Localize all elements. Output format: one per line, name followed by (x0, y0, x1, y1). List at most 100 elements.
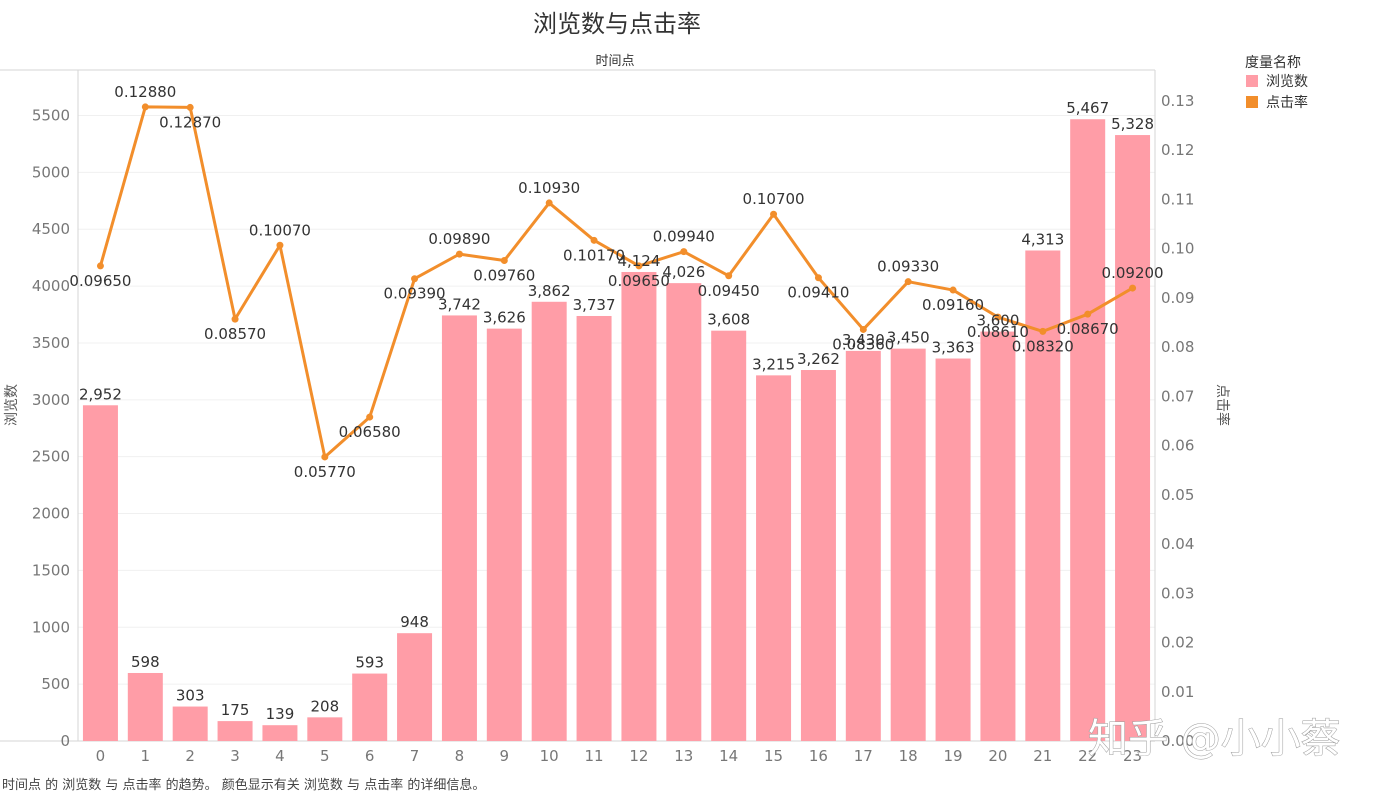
ctr-point-5 (321, 453, 329, 461)
x-tick-label-21: 21 (1033, 747, 1052, 765)
bar-7 (397, 633, 433, 741)
bar-label-20: 3,600 (976, 312, 1019, 330)
bar-label-6: 593 (355, 654, 384, 672)
ctr-label-17: 0.08360 (832, 335, 894, 353)
line-data-labels: 0.09650 0.12880 0.12870 0.08570 0.10070 0.057… (69, 83, 1163, 481)
bar-data-labels: 2,952 598 303 175 139 208 593 948 3,7423,6263,86… (79, 99, 1154, 723)
right-tick-label: 0.07 (1161, 387, 1194, 405)
x-tick-label-9: 9 (500, 747, 510, 765)
bar-label-10: 3,862 (528, 282, 571, 300)
line-series (96, 103, 1137, 461)
ctr-point-10 (545, 199, 553, 207)
left-axis-title: 浏览数 (4, 384, 20, 426)
right-tick-label: 0.09 (1161, 289, 1194, 307)
bar-8 (441, 315, 477, 741)
bar-23 (1115, 135, 1151, 742)
x-tick-label-14: 14 (719, 747, 738, 765)
ctr-point-14 (725, 272, 733, 280)
ctr-label-12: 0.09650 (608, 272, 670, 290)
bar-label-4: 139 (266, 705, 295, 723)
ctr-label-18: 0.09330 (877, 258, 939, 276)
legend-title: 度量名称 (1245, 55, 1301, 71)
ctr-label-16: 0.09410 (787, 284, 849, 302)
right-axis-ticks: 0.00 0.01 0.02 0.03 0.04 0.05 0.06 0.07 0.08 0.09… (1161, 92, 1194, 750)
ctr-point-6 (366, 413, 374, 421)
bar-22 (1070, 119, 1106, 742)
bar-9 (486, 328, 522, 741)
ctr-point-8 (455, 250, 463, 258)
right-tick-label: 0.10 (1161, 240, 1194, 258)
right-tick-label: 0.00 (1161, 732, 1194, 750)
legend: 度量名称 浏览数 点击率 (1245, 55, 1308, 111)
bar-20 (980, 331, 1016, 741)
ctr-label-1: 0.12880 (114, 83, 176, 101)
x-tick-label-6: 6 (365, 747, 375, 765)
bar-2 (172, 706, 208, 741)
bar-10 (531, 301, 567, 741)
ctr-label-4: 0.10070 (249, 221, 311, 239)
right-tick-label: 0.05 (1161, 486, 1194, 504)
x-tick-label-2: 2 (185, 747, 195, 765)
bar-label-7: 948 (400, 613, 429, 631)
ctr-point-2 (186, 103, 194, 111)
bar-label-9: 3,626 (483, 309, 526, 327)
left-tick-label: 4500 (32, 220, 70, 238)
x-tick-label-15: 15 (764, 747, 783, 765)
bar-4 (262, 725, 298, 741)
right-tick-label: 0.01 (1161, 683, 1194, 701)
right-axis-title: 点击率 (1214, 384, 1231, 426)
left-tick-label: 1500 (32, 561, 70, 579)
bar-1 (127, 672, 163, 741)
x-tick-label-22: 22 (1078, 747, 1097, 765)
left-tick-label: 500 (41, 675, 70, 693)
ctr-label-5: 0.05770 (294, 463, 356, 481)
x-tick-label-13: 13 (674, 747, 693, 765)
watermark: 知乎 @小小蔡 (1088, 716, 1341, 762)
x-tick-label-11: 11 (585, 747, 604, 765)
right-tick-label: 0.04 (1161, 535, 1194, 553)
ctr-point-12 (635, 262, 643, 270)
bar-11 (576, 315, 612, 741)
left-tick-label: 5000 (32, 163, 70, 181)
x-tick-label-10: 10 (540, 747, 559, 765)
ctr-point-22 (1084, 310, 1092, 318)
ctr-point-19 (949, 286, 957, 294)
left-tick-label: 3500 (32, 334, 70, 352)
bar-label-5: 208 (310, 697, 339, 715)
gridlines (78, 114, 1155, 742)
bar-18 (890, 348, 926, 741)
bar-label-3: 175 (221, 701, 250, 719)
right-tick-label: 0.11 (1161, 190, 1194, 208)
ctr-label-7: 0.09390 (384, 285, 446, 303)
bar-17 (845, 350, 881, 741)
bar-6 (352, 673, 388, 741)
right-tick-label: 0.08 (1161, 338, 1194, 356)
ctr-label-3: 0.08570 (204, 325, 266, 343)
ctr-label-20: 0.08610 (967, 323, 1029, 341)
legend-label-views: 浏览数 (1266, 74, 1308, 90)
x-tick-label-7: 7 (410, 747, 420, 765)
bar-label-12: 4,124 (617, 252, 660, 270)
left-tick-label: 2500 (32, 448, 70, 466)
ctr-point-16 (814, 274, 822, 282)
bar-label-1: 598 (131, 653, 160, 671)
x-tick-label-0: 0 (96, 747, 106, 765)
left-tick-label: 5500 (32, 106, 70, 124)
legend-swatch-ctr (1246, 96, 1258, 108)
ctr-point-1 (141, 103, 149, 111)
bar-label-2: 303 (176, 687, 205, 705)
x-tick-label-16: 16 (809, 747, 828, 765)
bar-label-19: 3,363 (932, 339, 975, 357)
ctr-point-23 (1129, 284, 1137, 292)
x-tick-label-5: 5 (320, 747, 330, 765)
legend-label-ctr: 点击率 (1266, 94, 1308, 111)
ctr-label-11: 0.10170 (563, 246, 625, 264)
chart-title: 浏览数与点击率 (533, 10, 701, 38)
ctr-point-9 (500, 257, 508, 265)
right-tick-label: 0.13 (1161, 92, 1194, 110)
left-axis-ticks: 0 500 1000 1500 2000 2500 3000 3500 4000 4500 5000… (32, 106, 70, 750)
ctr-point-7 (411, 275, 419, 283)
bar-5 (307, 717, 343, 741)
left-tick-label: 0 (60, 732, 70, 750)
